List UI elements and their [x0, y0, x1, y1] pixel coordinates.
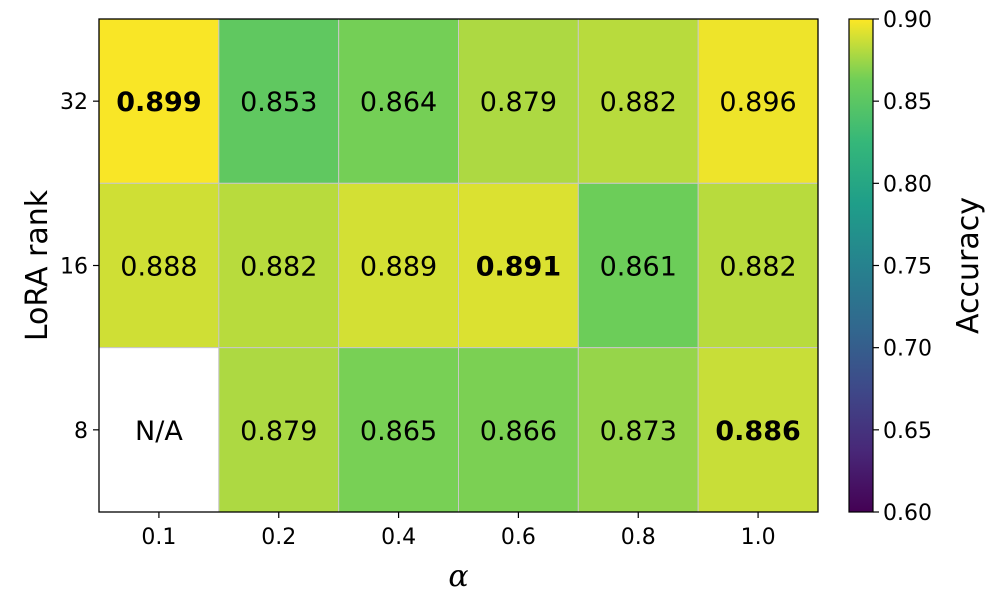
x-tick-label: 0.6 [501, 525, 536, 550]
heatmap-cell [458, 347, 579, 513]
colorbar-title: Accuracy [951, 197, 986, 334]
y-tick-label: 8 [74, 419, 88, 444]
y-axis-ticks: 32 16 8 [60, 90, 99, 444]
heatmap-cell [577, 347, 699, 513]
colorbar-tick-label: 0.65 [883, 419, 932, 444]
heatmap-cells [98, 18, 819, 513]
y-tick-label: 32 [60, 90, 88, 115]
cell-value-label: 0.861 [600, 252, 677, 283]
heatmap-cell [458, 182, 579, 349]
heatmap-cell [577, 18, 699, 184]
x-tick-label: 0.4 [381, 525, 416, 550]
cell-value-label: 0.873 [600, 416, 677, 447]
heatmap-cell [98, 347, 220, 513]
colorbar-tick-label: 0.80 [883, 172, 932, 197]
cell-value-label: 0.882 [240, 252, 317, 283]
y-axis-title: LoRA rank [20, 189, 55, 341]
colorbar-ticks: 0.60 0.65 0.70 0.75 0.80 0.85 0.90 [873, 8, 932, 526]
heatmap-cell [98, 18, 220, 184]
x-tick-label: 0.2 [261, 525, 296, 550]
heatmap-cell [338, 347, 459, 513]
colorbar-tick-label: 0.70 [883, 337, 932, 362]
colorbar-tick-label: 0.85 [883, 90, 932, 115]
cell-value-label: 0.889 [360, 252, 437, 283]
cell-value-label: 0.888 [120, 252, 197, 283]
heatmap-cell-labels: 0.899 0.853 0.864 0.879 0.882 0.896 0.888 0.882… [116, 87, 801, 447]
cell-value-label: 0.866 [480, 416, 557, 447]
colorbar [848, 18, 874, 513]
x-axis-ticks: 0.1 0.2 0.4 0.6 0.8 1.0 [141, 512, 776, 550]
cell-value-label: 0.899 [116, 87, 201, 118]
colorbar-tick-label: 0.75 [883, 255, 932, 280]
y-tick-label: 16 [60, 255, 88, 280]
heatmap-cell [697, 18, 819, 184]
x-tick-label: 0.8 [621, 525, 656, 550]
colorbar-tick-label: 0.90 [883, 8, 932, 33]
cell-value-label: 0.882 [600, 87, 677, 118]
cell-value-label: 0.896 [719, 87, 796, 118]
cell-value-label: N/A [135, 416, 183, 447]
x-tick-label: 1.0 [741, 525, 776, 550]
heatmap-cell [697, 347, 819, 513]
x-tick-label: 0.1 [141, 525, 176, 550]
x-axis-title: α [448, 559, 468, 594]
heatmap-cell [218, 347, 340, 513]
heatmap-cell [458, 18, 579, 184]
cell-value-label: 0.879 [480, 87, 557, 118]
cell-value-label: 0.882 [719, 252, 796, 283]
cell-value-label: 0.864 [360, 87, 437, 118]
cell-value-label: 0.865 [360, 416, 437, 447]
cell-value-label: 0.886 [715, 416, 800, 447]
cell-value-label: 0.853 [240, 87, 317, 118]
heatmap-cell [697, 182, 819, 349]
colorbar-tick-label: 0.60 [883, 501, 932, 526]
cell-value-label: 0.879 [240, 416, 317, 447]
heatmap-cell [218, 182, 340, 349]
cell-value-label: 0.891 [476, 252, 561, 283]
heatmap-cell [218, 18, 340, 184]
